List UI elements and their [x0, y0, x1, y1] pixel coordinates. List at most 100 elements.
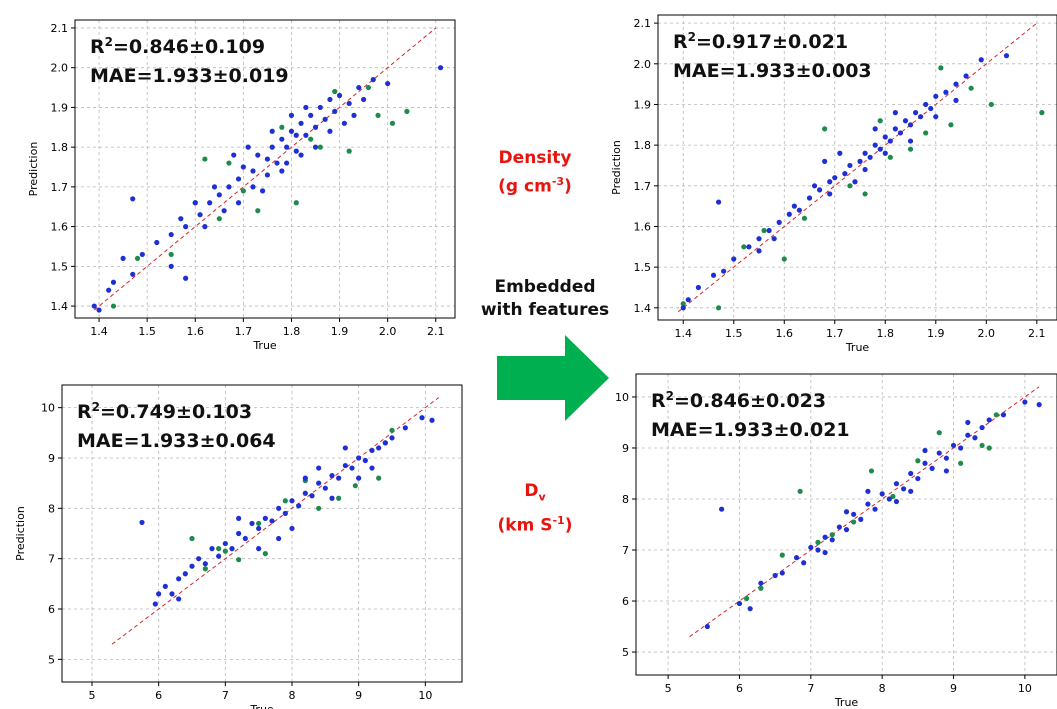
data-point [948, 122, 954, 128]
data-point [110, 303, 117, 309]
data-point [332, 88, 338, 95]
data-point [827, 191, 833, 197]
data-point [235, 200, 242, 206]
data-point [747, 606, 753, 612]
data-point [202, 566, 208, 572]
data-point [342, 462, 348, 469]
data-point [139, 519, 145, 526]
data-point [346, 100, 352, 107]
data-point [316, 505, 322, 511]
data-point [943, 89, 949, 95]
data-point [264, 172, 271, 178]
data-point [336, 92, 343, 99]
data-point [858, 516, 864, 522]
data-point [851, 519, 857, 525]
data-point [852, 179, 858, 185]
x-tick-label: 2.1 [1028, 327, 1046, 340]
data-point [791, 203, 797, 209]
data-point [365, 84, 372, 91]
data-point [419, 415, 425, 421]
x-tick-label: 2.1 [427, 325, 445, 338]
plot-frame [74, 19, 456, 319]
data-point [843, 509, 850, 515]
data-point [231, 152, 237, 158]
y-tick-label: 1.9 [51, 101, 69, 114]
x-tick-label: 10 [418, 689, 432, 702]
data-point [868, 468, 875, 474]
data-point [269, 518, 275, 524]
data-point [837, 150, 843, 156]
identity-line [111, 397, 439, 645]
data-point [302, 490, 308, 496]
x-axis-label: True [252, 339, 277, 352]
data-point [183, 275, 189, 281]
data-point [908, 488, 914, 494]
data-point [216, 192, 222, 198]
data-point [256, 546, 262, 552]
y-tick-label: 8 [622, 493, 629, 506]
data-point [349, 465, 355, 471]
data-point [154, 239, 160, 246]
data-point [289, 498, 295, 504]
plot-frame [635, 373, 1057, 676]
data-point [242, 535, 248, 542]
data-point [832, 175, 838, 181]
data-point [893, 498, 900, 505]
y-tick-label: 1.7 [51, 181, 69, 194]
data-point [130, 196, 136, 202]
y-tick-label: 7 [48, 553, 55, 566]
data-point [356, 455, 362, 461]
data-point [282, 498, 288, 504]
data-point [862, 150, 868, 156]
data-point [822, 126, 828, 132]
x-tick-label: 1.9 [927, 327, 945, 340]
data-point [822, 549, 828, 556]
data-point [958, 445, 964, 451]
data-point [322, 116, 328, 122]
data-point [887, 154, 893, 160]
r2-annotation: R2=0.749±0.103 [77, 400, 252, 423]
data-point [786, 211, 792, 217]
x-tick-label: 6 [155, 689, 162, 702]
x-tick-label: 6 [736, 682, 743, 695]
data-point [216, 553, 222, 559]
data-point [308, 136, 314, 142]
data-point [279, 124, 285, 130]
data-point [351, 112, 357, 118]
data-point [256, 520, 262, 527]
data-point [279, 136, 285, 142]
data-point [168, 251, 174, 258]
data-point [312, 124, 319, 130]
data-point [269, 128, 275, 134]
data-point [912, 110, 919, 116]
data-point [255, 152, 261, 158]
data-point [719, 506, 725, 512]
y-tick-label: 1.9 [634, 98, 652, 111]
data-point [953, 81, 959, 87]
data-point [385, 80, 391, 87]
y-tick-label: 6 [622, 595, 629, 608]
mae-annotation: MAE=1.933±0.021 [651, 419, 850, 441]
data-point [236, 530, 242, 537]
data-point [216, 546, 222, 552]
data-point [284, 160, 290, 166]
y-tick-label: 6 [48, 603, 55, 616]
x-tick-label: 1.6 [187, 325, 205, 338]
data-point [222, 548, 228, 554]
data-point [189, 535, 195, 542]
data-point [192, 200, 198, 206]
data-point [130, 271, 136, 277]
data-point [329, 473, 335, 479]
data-point [772, 572, 778, 579]
y-tick-label: 9 [48, 452, 55, 465]
x-tick-label: 9 [950, 682, 957, 695]
data-point [209, 546, 215, 552]
data-point [808, 544, 814, 551]
data-point [758, 580, 764, 586]
data-point [361, 96, 367, 103]
data-point [183, 224, 189, 230]
data-point [322, 485, 328, 491]
data-point [169, 591, 175, 597]
x-tick-label: 1.4 [675, 327, 693, 340]
data-point [216, 216, 222, 222]
